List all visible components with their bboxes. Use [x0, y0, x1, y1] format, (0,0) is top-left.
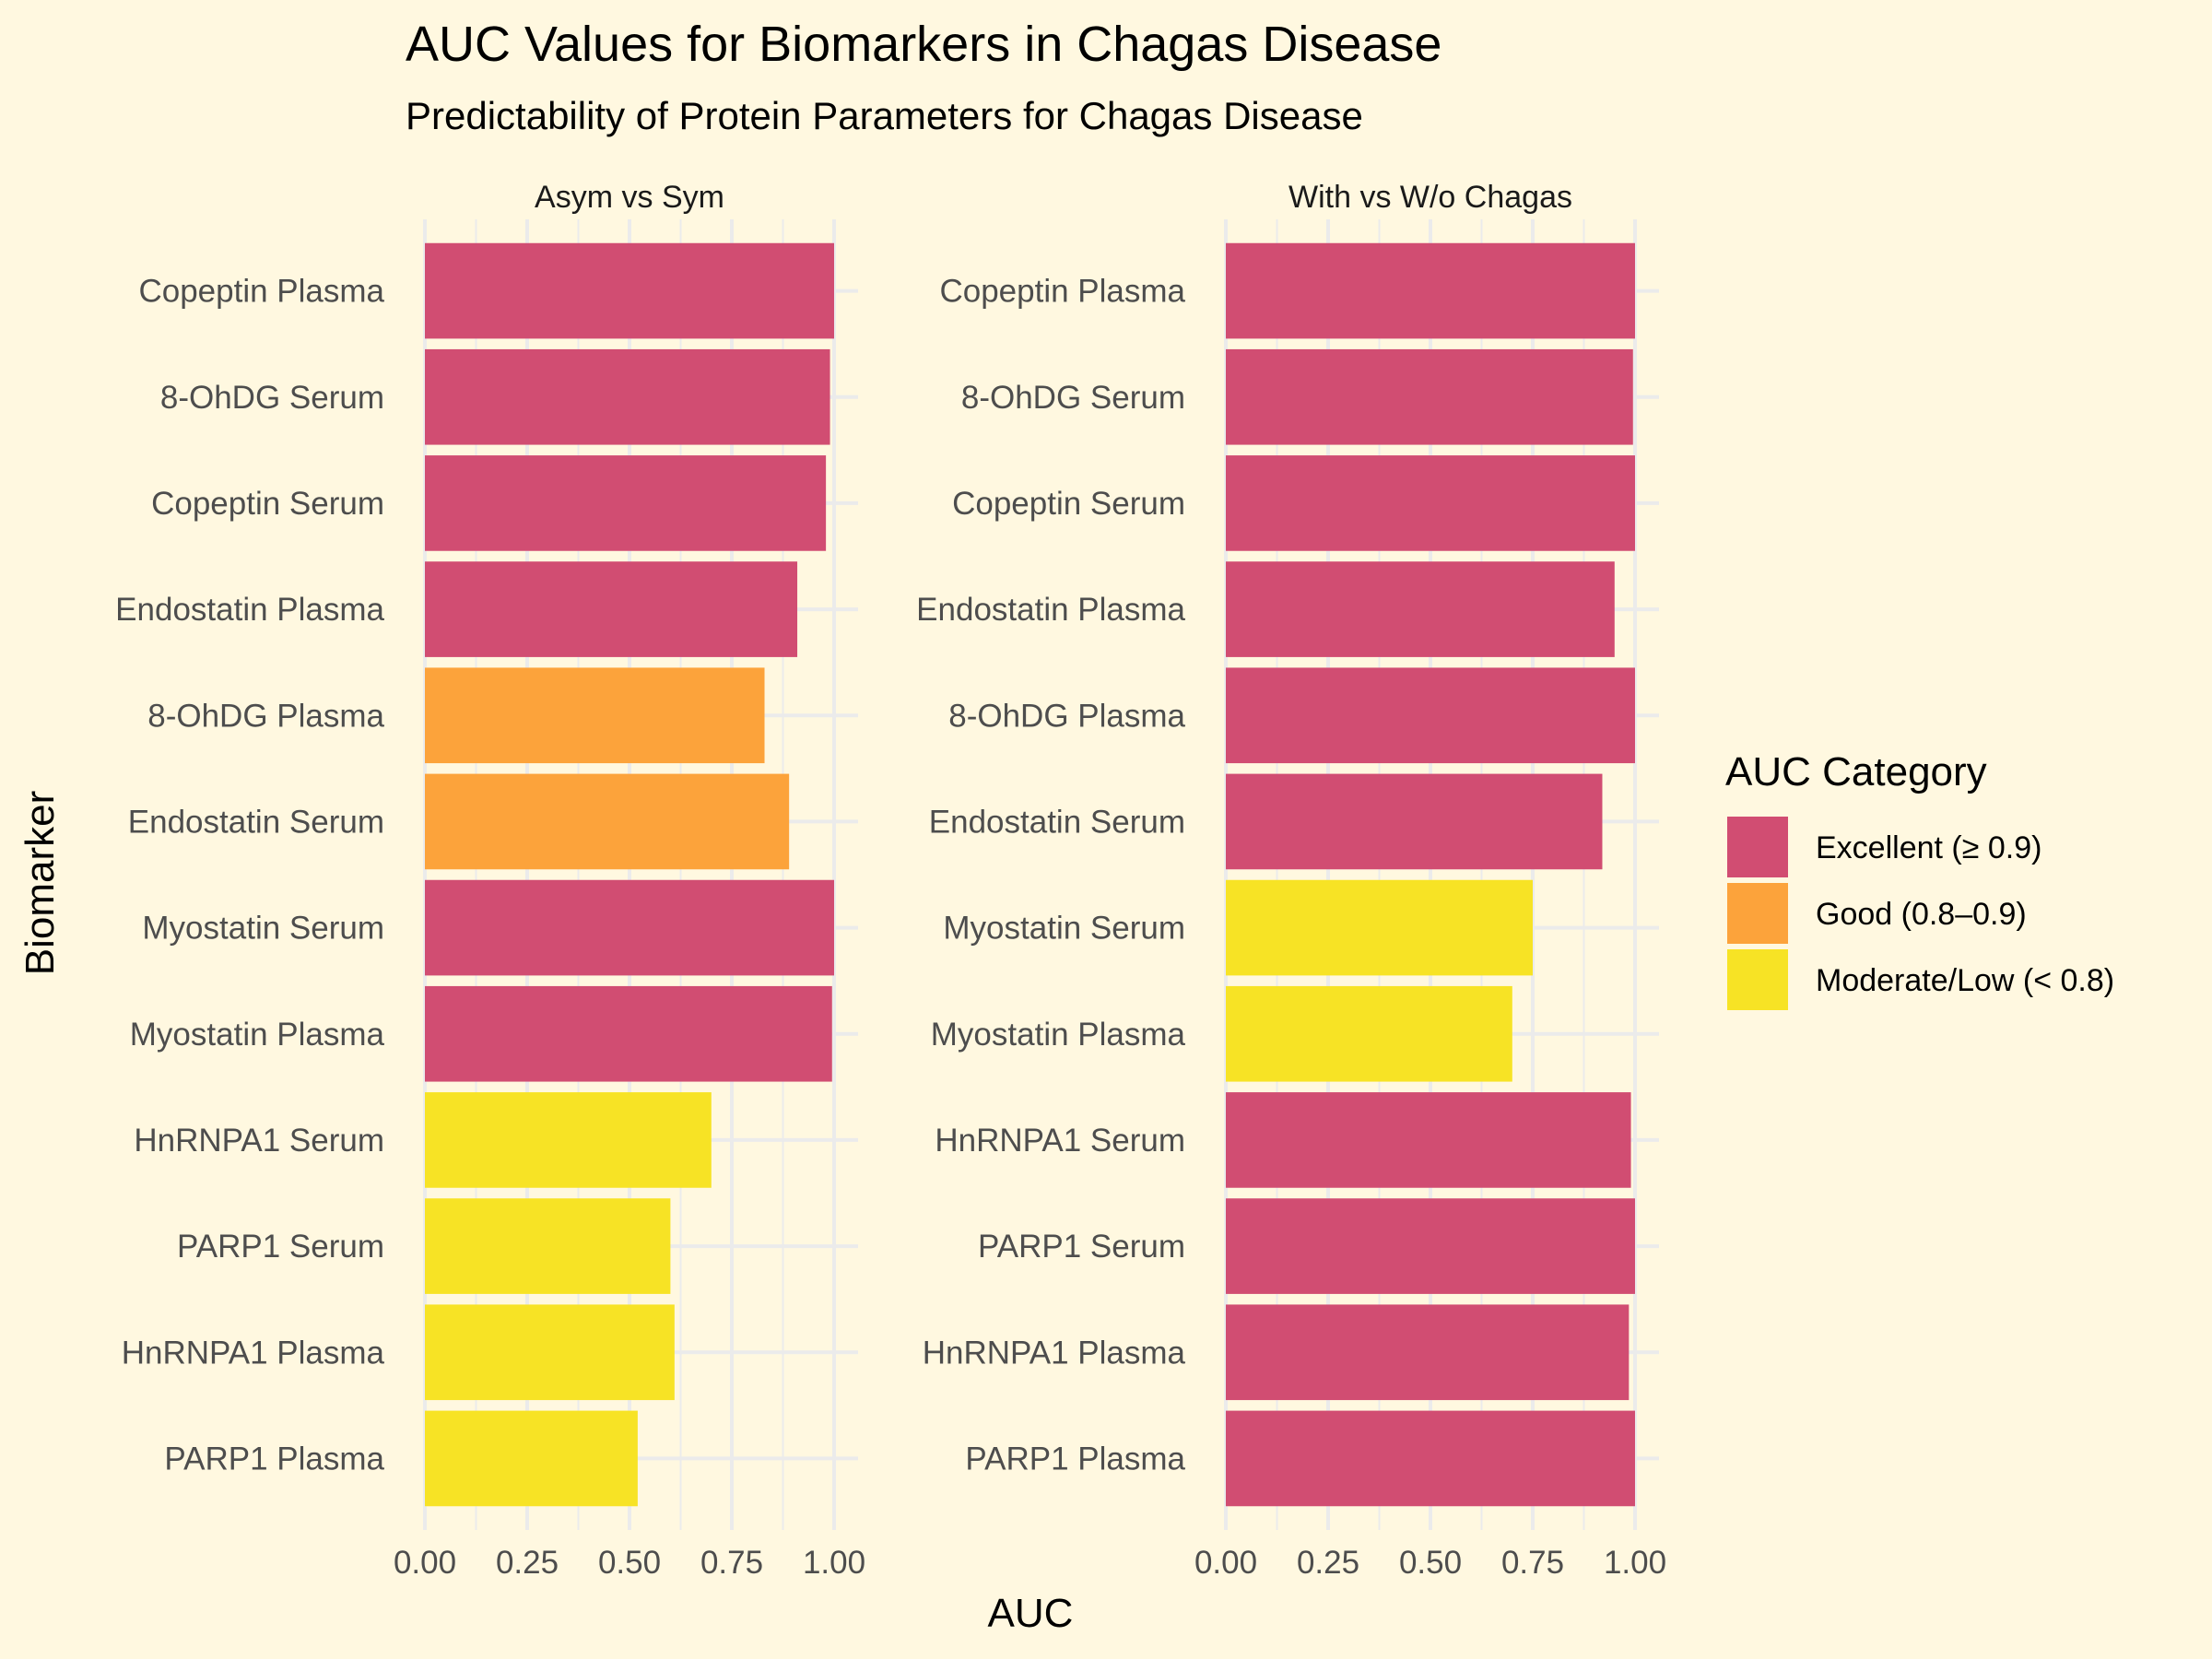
facets: Asym vs Sym 0.00 0.25 0.50 0.75 1.00 Copeptin …	[115, 180, 1666, 1581]
bar	[1226, 985, 1512, 1082]
y-tick-label: PARP1 Plasma	[164, 1441, 384, 1477]
bar	[1226, 1304, 1630, 1401]
y-tick-label: PARP1 Serum	[177, 1229, 384, 1265]
x-tick-label: 0.25	[1297, 1545, 1359, 1581]
bar	[1226, 879, 1533, 976]
chart-subtitle: Predictability of Protein Parameters for…	[406, 94, 1363, 137]
bar	[1226, 1198, 1635, 1294]
x-tick-label: 1.00	[803, 1545, 865, 1581]
bar	[1226, 242, 1635, 339]
bar	[1226, 1410, 1635, 1507]
y-tick-label: Endostatin Plasma	[115, 592, 384, 628]
x-tick-label: 1.00	[1604, 1545, 1666, 1581]
y-tick-label: HnRNPA1 Serum	[134, 1123, 384, 1159]
bar	[425, 561, 798, 657]
y-tick-label: 8-OhDG Plasma	[147, 698, 384, 734]
y-tick-label: Copeptin Serum	[952, 486, 1185, 522]
y-tick-label: Endostatin Plasma	[916, 592, 1185, 628]
legend-title: AUC Category	[1725, 749, 1987, 794]
x-tick-label: 0.75	[700, 1545, 763, 1581]
y-tick-label: 8-OhDG Serum	[160, 380, 384, 416]
bar	[425, 879, 834, 976]
bar	[425, 242, 834, 339]
y-tick-label: Myostatin Plasma	[931, 1017, 1186, 1053]
y-tick-label: Copeptin Plasma	[939, 274, 1185, 310]
bar	[425, 348, 830, 445]
bar	[425, 773, 790, 870]
x-tick-label: 0.00	[1194, 1545, 1257, 1581]
bar	[1226, 1092, 1631, 1188]
x-tick-label: 0.50	[598, 1545, 661, 1581]
facet-strip-label: Asym vs Sym	[535, 180, 724, 215]
y-tick-label: Myostatin Plasma	[130, 1017, 385, 1053]
y-tick-label: HnRNPA1 Plasma	[923, 1335, 1186, 1371]
y-tick-label: Myostatin Serum	[943, 911, 1185, 947]
bar	[425, 1092, 712, 1188]
y-tick-label: Copeptin Serum	[151, 486, 384, 522]
y-tick-label: Endostatin Serum	[128, 804, 384, 840]
legend-swatch	[1727, 817, 1788, 877]
y-tick-label: PARP1 Serum	[978, 1229, 1185, 1265]
facet-panel: With vs W/o Chagas 0.00 0.25 0.50 0.75 1.00 Co…	[916, 180, 1666, 1581]
y-axis-title: Biomarker	[18, 791, 63, 976]
y-tick-label: HnRNPA1 Serum	[935, 1123, 1185, 1159]
y-tick-label: Endostatin Serum	[929, 804, 1185, 840]
legend: AUC Category Excellent (≥ 0.9) Good (0.8–…	[1725, 749, 2114, 1010]
facet-strip-label: With vs W/o Chagas	[1288, 180, 1572, 215]
bar	[1226, 773, 1603, 870]
bar	[1226, 561, 1615, 657]
bar	[425, 1198, 671, 1294]
y-tick-label: PARP1 Plasma	[965, 1441, 1185, 1477]
x-tick-label: 0.00	[394, 1545, 456, 1581]
x-axis-title: AUC	[988, 1591, 1074, 1636]
bar	[425, 1410, 638, 1507]
y-tick-label: HnRNPA1 Plasma	[122, 1335, 385, 1371]
legend-label: Excellent (≥ 0.9)	[1816, 830, 2041, 865]
facet-panel: Asym vs Sym 0.00 0.25 0.50 0.75 1.00 Copeptin …	[115, 180, 865, 1581]
y-tick-label: Myostatin Serum	[142, 911, 384, 947]
y-tick-label: 8-OhDG Plasma	[948, 698, 1185, 734]
bar	[425, 985, 832, 1082]
legend-swatch	[1727, 949, 1788, 1010]
chart-title: AUC Values for Biomarkers in Chagas Dise…	[406, 17, 1441, 72]
y-tick-label: Copeptin Plasma	[138, 274, 384, 310]
bar	[1226, 455, 1635, 551]
y-tick-label: 8-OhDG Serum	[961, 380, 1185, 416]
x-tick-label: 0.75	[1501, 1545, 1564, 1581]
bar	[1226, 667, 1635, 764]
x-tick-label: 0.50	[1399, 1545, 1462, 1581]
legend-label: Good (0.8–0.9)	[1816, 897, 2027, 932]
bar	[1226, 348, 1633, 445]
bar	[425, 1304, 675, 1401]
legend-label: Moderate/Low (< 0.8)	[1816, 963, 2114, 998]
legend-swatch	[1727, 883, 1788, 944]
bar	[425, 455, 827, 551]
x-tick-label: 0.25	[496, 1545, 559, 1581]
bar	[425, 667, 765, 764]
